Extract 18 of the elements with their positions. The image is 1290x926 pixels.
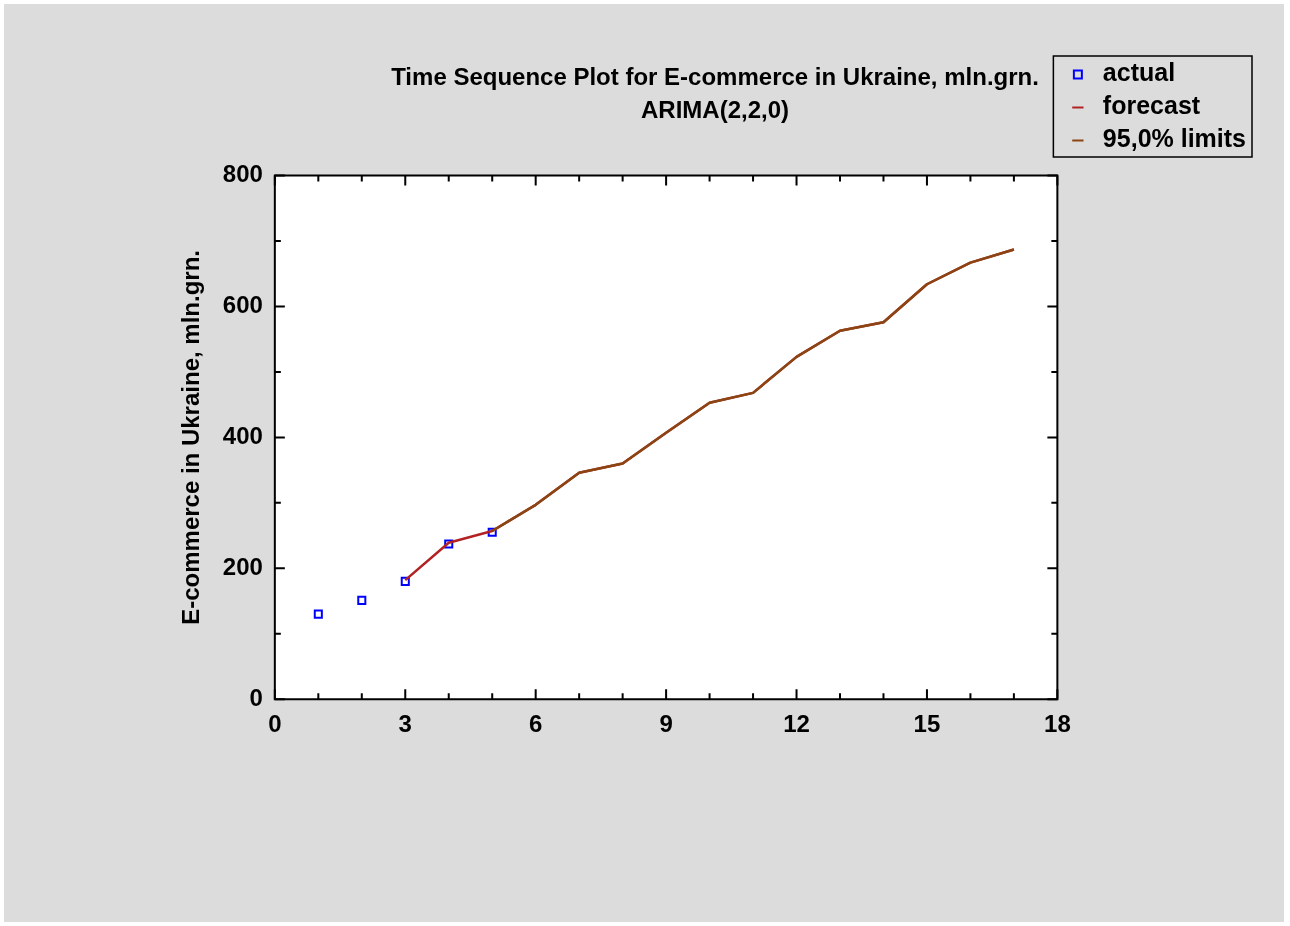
legend-label: 95,0% limits [1102, 124, 1247, 153]
x-tick-label: 9 [659, 710, 673, 738]
y-tick-label: 800 [222, 160, 263, 188]
chart-subtitle: ARIMA(2,2,0) [640, 95, 790, 123]
x-tick-label: 0 [268, 710, 282, 738]
y-axis-title: E-commerce in Ukraine, mln.grn. [177, 250, 205, 625]
x-tick-label: 18 [1044, 710, 1071, 738]
y-tick-label: 400 [222, 422, 263, 450]
x-tick-label: 6 [529, 710, 543, 738]
y-tick-label: 0 [249, 683, 263, 711]
chart-title: Time Sequence Plot for E-commerce in Ukraine, mln.grn. [391, 63, 1039, 91]
x-tick-label: 12 [783, 710, 810, 738]
y-tick-label: 200 [222, 552, 263, 580]
x-tick-label: 15 [913, 710, 941, 738]
legend-label: actual [1102, 58, 1176, 87]
legend-label: forecast [1102, 91, 1201, 120]
x-tick-label: 3 [398, 710, 412, 738]
y-tick-label: 600 [222, 291, 263, 319]
